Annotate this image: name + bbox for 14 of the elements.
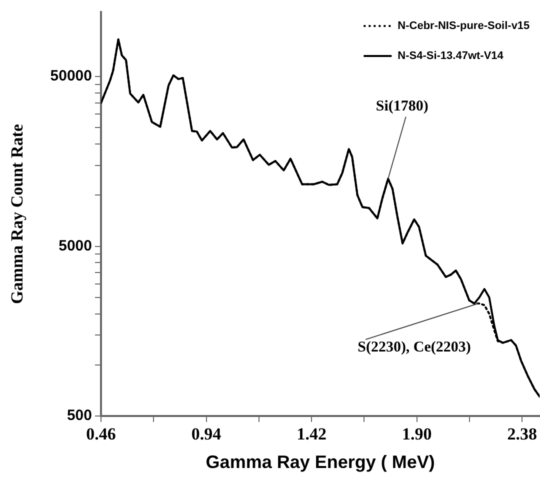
x-axis-title: Gamma Ray Energy ( MeV) bbox=[206, 452, 435, 472]
legend-label: N-S4-Si-13.47wt-V14 bbox=[398, 50, 504, 62]
y-tick-label: 50000 bbox=[50, 68, 92, 85]
x-tick-label: 2.38 bbox=[507, 424, 537, 444]
x-tick-label: 1.90 bbox=[402, 424, 432, 444]
legend-label: N-Cebr-NIS-pure-Soil-v15 bbox=[398, 20, 530, 32]
annotation: Si(1780) bbox=[376, 98, 428, 115]
x-tick-label: 1.42 bbox=[296, 424, 326, 444]
y-tick-label: 5000 bbox=[58, 237, 92, 254]
x-tick-label: 0.94 bbox=[191, 424, 222, 444]
y-axis-title: Gamma Ray Count Rate bbox=[8, 124, 27, 304]
x-tick-label: 0.46 bbox=[86, 424, 116, 444]
y-tick-label: 500 bbox=[66, 407, 92, 424]
annotation: S(2230), Ce(2203) bbox=[358, 339, 471, 356]
